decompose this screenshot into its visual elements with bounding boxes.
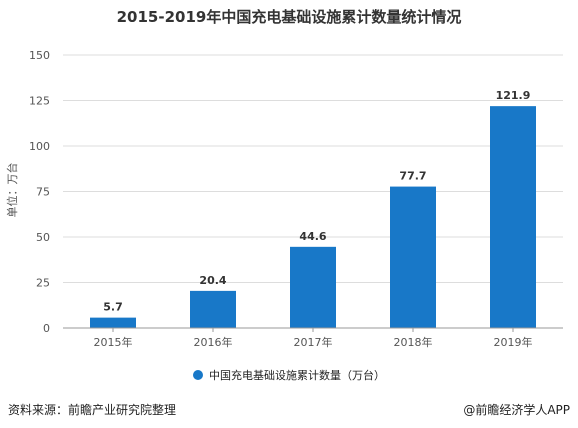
x-tick-label: 2015年	[94, 335, 133, 349]
y-axis-label: 单位：万台	[5, 163, 19, 218]
y-axis-ticks: 0 25 50 75 100 125 150	[29, 49, 50, 335]
bars	[90, 106, 536, 328]
x-tick-label: 2016年	[194, 335, 233, 349]
bar	[90, 317, 136, 328]
data-label: 77.7	[399, 170, 426, 183]
bar	[190, 290, 236, 328]
y-tick-label: 100	[29, 140, 50, 153]
legend-label: 中国充电基础设施累计数量（万台）	[209, 369, 385, 382]
x-tick-label: 2017年	[294, 335, 333, 349]
data-label: 5.7	[103, 301, 123, 314]
y-tick-label: 125	[29, 95, 50, 108]
bar	[390, 186, 436, 328]
y-tick-label: 150	[29, 49, 50, 62]
data-label: 44.6	[299, 230, 326, 243]
x-axis-ticks: 2015年 2016年 2017年 2018年 2019年	[94, 328, 533, 349]
bar	[290, 246, 336, 328]
y-tick-label: 75	[36, 186, 50, 199]
data-label: 121.9	[496, 89, 531, 102]
credit-note: @前瞻经济学人APP	[463, 403, 570, 417]
y-tick-label: 0	[43, 322, 50, 335]
bar	[490, 106, 536, 328]
y-tick-label: 50	[36, 231, 50, 244]
legend: 中国充电基础设施累计数量（万台）	[0, 367, 578, 383]
x-tick-label: 2019年	[494, 335, 533, 349]
x-tick-label: 2018年	[394, 335, 433, 349]
data-label: 20.4	[199, 274, 226, 287]
chart-title: 2015-2019年中国充电基础设施累计数量统计情况	[116, 8, 462, 26]
y-tick-label: 25	[36, 277, 50, 290]
data-labels: 5.7 20.4 44.6 77.7 121.9	[103, 89, 530, 313]
source-note: 资料来源：前瞻产业研究院整理	[8, 403, 177, 417]
legend-swatch	[193, 370, 203, 380]
